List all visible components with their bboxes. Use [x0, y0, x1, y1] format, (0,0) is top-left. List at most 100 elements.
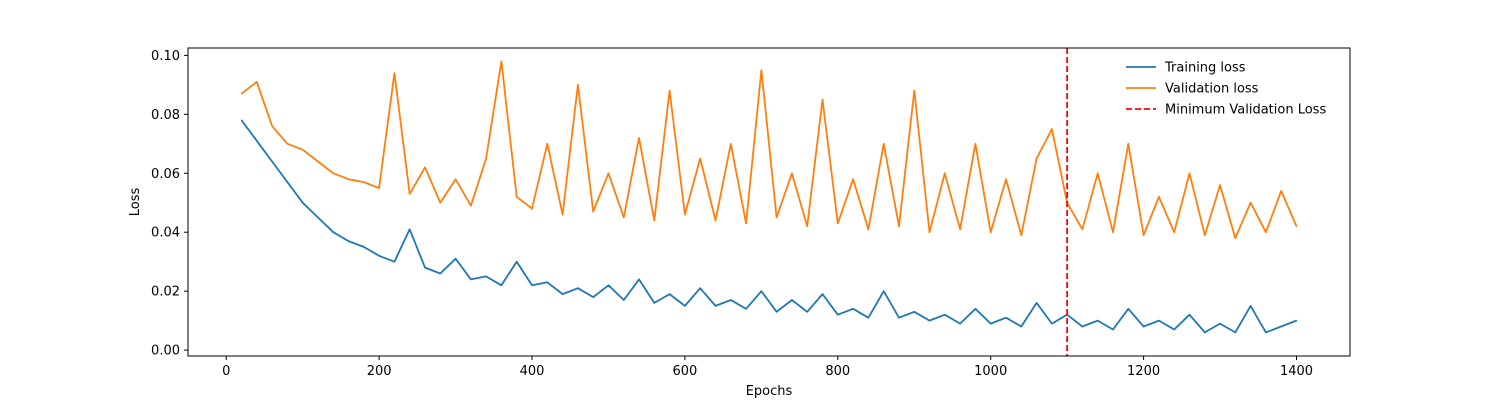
data-point	[271, 160, 273, 163]
data-point	[837, 222, 839, 224]
data-point	[470, 278, 472, 280]
data-point	[883, 290, 885, 292]
data-point	[745, 222, 747, 224]
data-point	[500, 60, 502, 62]
data-point	[791, 172, 793, 174]
x-tick-label: 0	[222, 364, 230, 379]
y-tick-label: 0.02	[151, 285, 180, 300]
data-point	[928, 320, 931, 322]
data-point	[837, 314, 839, 316]
data-point	[271, 125, 273, 127]
data-point	[577, 287, 579, 289]
data-point	[776, 216, 778, 219]
data-point	[1036, 157, 1038, 160]
y-tick-label: 0.04	[151, 226, 180, 241]
data-point	[990, 323, 992, 325]
data-point	[455, 178, 457, 180]
data-point	[684, 305, 686, 307]
legend-label: Minimum Validation Loss	[1165, 103, 1326, 118]
data-point	[347, 178, 350, 180]
data-point	[1219, 184, 1221, 186]
x-tick-label: 1200	[1127, 364, 1160, 379]
data-point	[1280, 325, 1282, 328]
data-point	[959, 323, 961, 325]
data-point	[898, 317, 900, 319]
data-point	[332, 231, 334, 233]
data-point	[1051, 323, 1053, 325]
data-point	[1081, 228, 1083, 230]
data-point	[256, 81, 258, 83]
y-tick-label: 0.00	[151, 344, 180, 359]
data-point	[714, 219, 717, 221]
data-point	[1036, 302, 1038, 304]
legend-label: Validation loss	[1165, 82, 1259, 97]
data-point	[562, 213, 564, 216]
data-point	[1051, 128, 1053, 130]
data-point	[730, 143, 732, 145]
data-point	[378, 255, 380, 257]
data-point	[821, 99, 824, 101]
x-axis-ticks: 0 200 400 600 800 1000 1200 1400	[222, 356, 1313, 379]
data-point	[898, 225, 900, 227]
data-point	[959, 228, 961, 230]
data-point	[653, 219, 655, 221]
data-point	[1204, 234, 1206, 236]
data-point	[1097, 172, 1099, 174]
y-axis-label: Loss	[128, 188, 143, 217]
data-point	[592, 296, 594, 298]
data-point	[409, 193, 411, 195]
data-point	[302, 149, 304, 151]
data-point	[684, 213, 686, 216]
x-tick-label: 600	[672, 364, 697, 379]
data-point	[913, 311, 915, 313]
data-point	[1188, 172, 1191, 174]
data-point	[516, 196, 518, 198]
data-point	[730, 299, 732, 301]
data-point	[714, 305, 717, 307]
data-point	[516, 261, 518, 263]
data-point	[607, 172, 610, 174]
data-point	[1295, 225, 1298, 227]
data-point	[867, 317, 870, 319]
y-tick-label: 0.10	[151, 49, 180, 64]
data-point	[638, 137, 640, 139]
data-point	[1143, 234, 1145, 236]
x-tick-label: 200	[367, 364, 392, 379]
data-point	[439, 272, 441, 275]
x-tick-label: 1000	[974, 364, 1007, 379]
data-point	[577, 84, 579, 86]
data-point	[760, 69, 763, 71]
data-point	[974, 143, 977, 145]
data-point	[1005, 178, 1007, 180]
data-point	[470, 205, 472, 207]
data-point	[439, 202, 441, 204]
data-point	[240, 93, 243, 95]
data-point	[363, 181, 365, 183]
data-point	[1265, 231, 1267, 233]
data-point	[317, 216, 319, 219]
x-tick-label: 400	[520, 364, 545, 379]
data-point	[699, 157, 701, 160]
data-point	[1265, 331, 1267, 333]
data-point	[455, 258, 457, 260]
data-point	[944, 314, 946, 316]
plot-frame	[187, 47, 1351, 357]
data-point	[1250, 305, 1252, 307]
data-point	[378, 187, 380, 189]
data-point	[1250, 202, 1252, 204]
data-point	[1280, 190, 1282, 192]
legend: Training loss Validation loss Minimum Vali…	[1126, 61, 1326, 118]
data-point	[806, 311, 808, 313]
data-point	[592, 211, 594, 213]
data-point	[409, 228, 411, 230]
data-point	[852, 308, 854, 310]
data-point	[1112, 328, 1114, 331]
data-point	[1173, 328, 1175, 331]
data-point	[1097, 320, 1099, 322]
data-point	[699, 287, 701, 289]
data-point	[760, 290, 763, 292]
data-point	[913, 90, 915, 92]
data-point	[286, 143, 288, 145]
data-point	[745, 308, 747, 310]
